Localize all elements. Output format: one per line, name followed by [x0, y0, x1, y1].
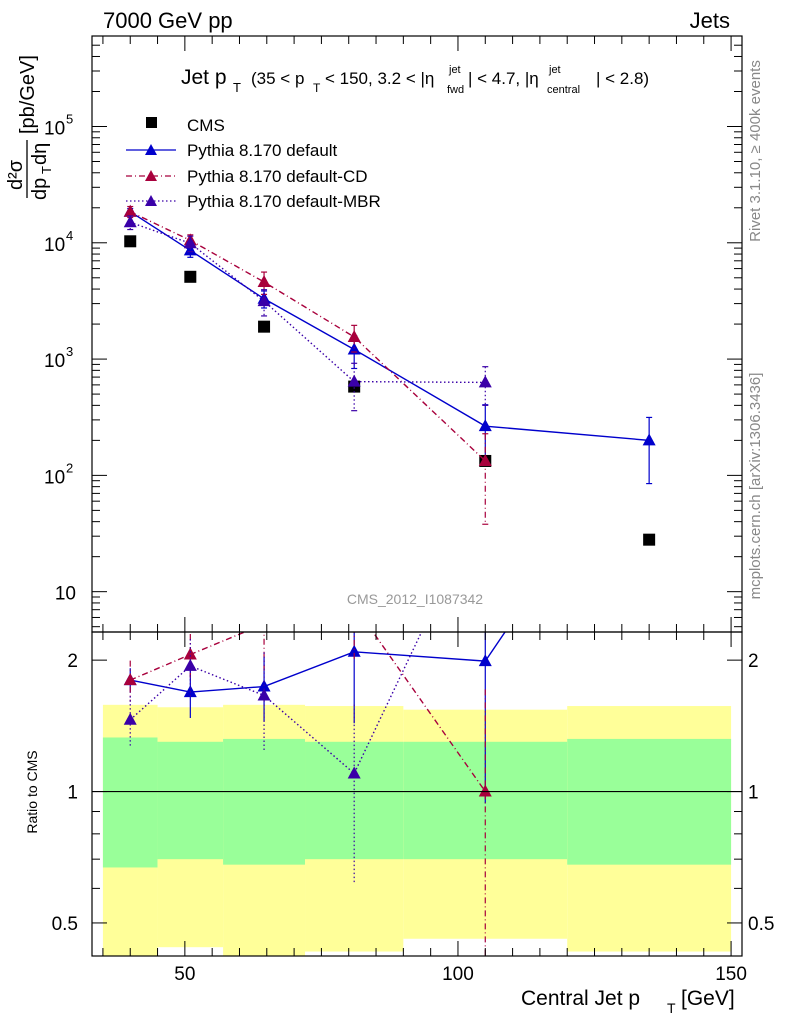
title-main: Jet p — [181, 66, 227, 89]
y-label-units: [pb/GeV] — [17, 55, 39, 134]
ratio-plot-frame — [91, 631, 743, 957]
ratio-marker-cd — [123, 673, 137, 686]
rivet-version-label: Rivet 3.1.10, ≥ 400k events — [747, 60, 764, 242]
ratio-uncertainty-bands — [102, 704, 732, 956]
ratio-band-inner — [223, 738, 306, 865]
legend-label-cms: CMS — [187, 116, 225, 135]
title-cut-3-sup: jet — [548, 64, 561, 76]
ratio-y-tick-label-left: 0.5 — [52, 914, 78, 935]
x-tick-label: 150 — [715, 964, 747, 985]
y-tick-label: 10 — [44, 467, 65, 488]
title-cut-2-sub: fwd — [447, 84, 464, 96]
ratio-marker-default — [183, 685, 197, 698]
ratio-marker-mbr — [183, 658, 197, 671]
ratio-y-tick-label-right: 2 — [748, 651, 759, 672]
legend: CMS Pythia 8.170 default Pythia 8.170 de… — [126, 116, 381, 211]
x-label-sub: T — [667, 1000, 676, 1016]
legend-marker-mbr — [145, 195, 157, 206]
y-label-denominator: dp — [29, 178, 51, 200]
cms-data-point — [124, 235, 137, 248]
title-cut-3-sub: central — [547, 84, 580, 96]
axis-ticks — [92, 35, 742, 956]
ratio-band-inner — [567, 738, 732, 865]
cms-data-point — [258, 320, 271, 333]
marker-mbr — [478, 375, 492, 388]
title-main-sub: T — [233, 80, 241, 95]
marker-cd — [347, 329, 361, 342]
marker-cd — [257, 275, 271, 288]
x-label-main: Central Jet p — [521, 987, 640, 1010]
marker-cd — [123, 204, 137, 217]
y-tick-label-exponent: 3 — [66, 344, 73, 359]
ratio-y-tick-label-left: 2 — [67, 651, 78, 672]
title-cut-2-sup: jet — [448, 64, 461, 76]
y-tick-label: 10 — [55, 584, 76, 605]
header-left: 7000 GeV pp — [103, 8, 233, 33]
legend-label-mbr: Pythia 8.170 default-MBR — [187, 192, 381, 211]
y-label-numerator: d²σ — [5, 159, 27, 190]
marker-mbr — [347, 374, 361, 387]
y-label-denominator-rest: dη — [29, 143, 51, 165]
legend-marker-cms — [146, 117, 157, 128]
x-label-units: [GeV] — [681, 987, 735, 1010]
y-tick-label: 10 — [44, 118, 65, 139]
ratio-line-cd — [129, 632, 486, 792]
ratio-marker-mbr — [123, 712, 137, 725]
ratio-line-default — [130, 632, 506, 693]
legend-marker-cd — [145, 170, 157, 181]
marker-mbr — [183, 236, 197, 249]
title-cut-1: (35 < p — [251, 69, 304, 88]
marker-default — [478, 419, 492, 432]
y-tick-label-exponent: 4 — [66, 228, 73, 243]
title-cut-2: < 150, 3.2 < |η — [325, 69, 434, 88]
legend-label-default: Pythia 8.170 default — [187, 141, 338, 160]
header-right: Jets — [690, 8, 730, 33]
x-tick-label: 100 — [442, 964, 474, 985]
marker-default — [347, 342, 361, 355]
marker-mbr — [123, 215, 137, 228]
cms-data-point — [184, 270, 197, 283]
marker-default — [642, 433, 656, 446]
ratio-plot-marks — [123, 617, 506, 956]
y-tick-label-exponent: 5 — [66, 111, 73, 126]
marker-mbr — [257, 294, 271, 307]
legend-marker-default — [145, 144, 157, 155]
analysis-id-label: CMS_2012_I1087342 — [347, 591, 483, 607]
series-line-default — [129, 211, 650, 442]
ratio-y-tick-label-left: 1 — [67, 783, 78, 804]
x-axis-label: Central Jet p T [GeV] — [521, 987, 735, 1016]
main-plot-marks — [123, 204, 656, 546]
mcplots-label: mcplots.cern.ch [arXiv:1306.3436] — [747, 373, 764, 600]
ratio-marker-default — [478, 654, 492, 667]
ratio-marker-mbr — [347, 766, 361, 779]
ratio-marker-cd — [478, 784, 492, 797]
ratio-band-inner — [157, 741, 224, 860]
title-cut-1-sub: T — [313, 81, 321, 95]
y-tick-label: 10 — [44, 351, 65, 372]
x-tick-label: 50 — [174, 964, 195, 985]
ratio-y-tick-label-right: 0.5 — [748, 914, 774, 935]
y-tick-label-exponent: 2 — [66, 460, 73, 475]
y-axis-label: d²σ dp T dη [pb/GeV] — [5, 55, 54, 200]
legend-label-cd: Pythia 8.170 default-CD — [187, 167, 368, 186]
cms-data-point — [643, 533, 656, 546]
ratio-marker-mbr — [257, 688, 271, 701]
ratio-band-inner — [102, 737, 158, 868]
marker-cd — [478, 453, 492, 466]
ratio-marker-default — [347, 644, 361, 657]
ratio-marker-cd — [183, 647, 197, 660]
plot-title: Jet p T (35 < p T < 150, 3.2 < |η jet fw… — [181, 64, 649, 96]
y-tick-label: 10 — [44, 235, 65, 256]
ratio-marker-cd — [258, 617, 271, 629]
series-line-cd — [129, 211, 486, 462]
title-cut-4: | < 2.8) — [596, 69, 649, 88]
ratio-y-axis-label: Ratio to CMS — [24, 750, 40, 833]
y-label-denominator-sub: T — [39, 166, 54, 174]
title-cut-3: | < 4.7, |η — [468, 69, 539, 88]
ratio-y-tick-label-right: 1 — [748, 783, 759, 804]
